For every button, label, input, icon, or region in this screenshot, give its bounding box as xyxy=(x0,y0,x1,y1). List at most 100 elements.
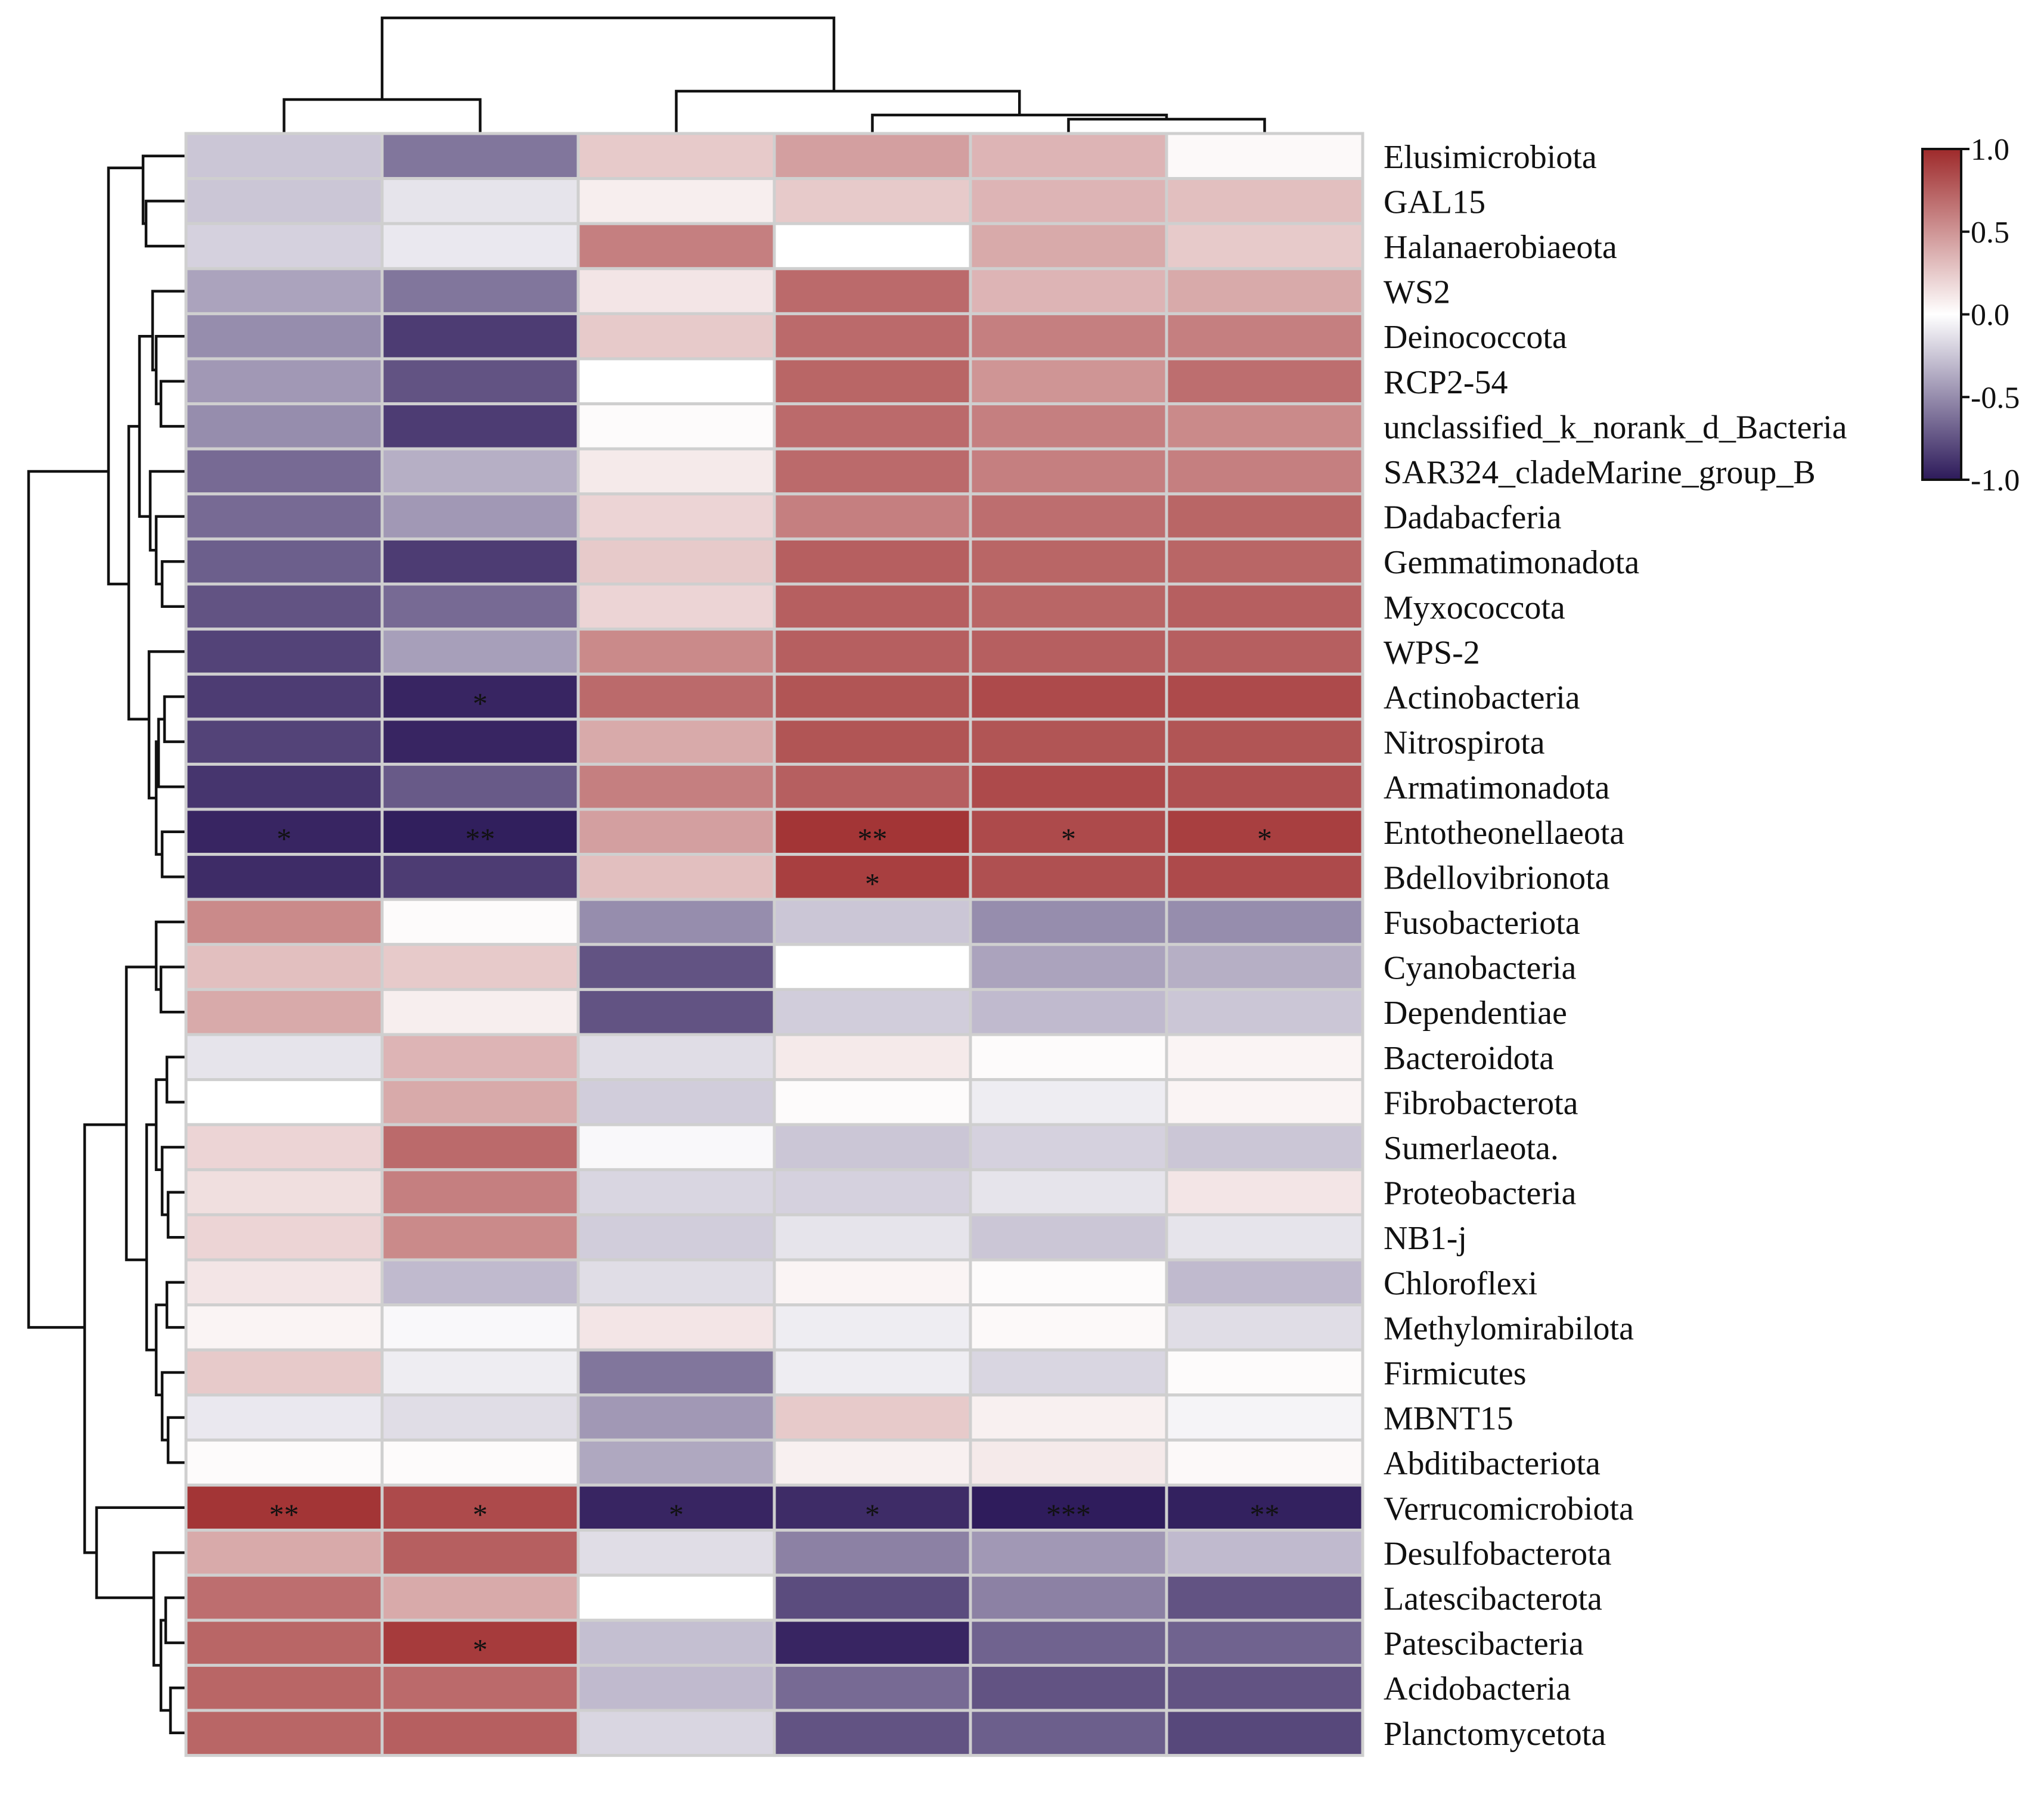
row-labels: Elusimicrobiota GAL15 Halanaerobiaeota WS2 D… xyxy=(1384,139,1847,1753)
heatmap-cell xyxy=(969,537,1168,586)
heatmap-cell xyxy=(969,1393,1168,1442)
heatmap-cell xyxy=(184,898,384,946)
heatmap-cell xyxy=(184,1619,384,1667)
heatmap-cell xyxy=(773,943,972,991)
heatmap-cell xyxy=(184,808,384,856)
heatmap-cell xyxy=(773,808,972,856)
heatmap-cell xyxy=(969,1619,1168,1667)
heatmap-cell xyxy=(380,1663,580,1712)
row-label: Firmicutes xyxy=(1384,1355,1527,1392)
heatmap-cell xyxy=(1165,943,1364,991)
row-dendrogram-link xyxy=(169,1686,186,1735)
heatmap-cell xyxy=(184,718,384,766)
heatmap-cell xyxy=(1165,1529,1364,1577)
heatmap-cell xyxy=(1165,357,1364,406)
heatmap-cell xyxy=(576,177,776,225)
heatmap-cell xyxy=(184,672,384,721)
heatmap-cell xyxy=(184,1123,384,1172)
significance-marker: * xyxy=(473,1498,488,1531)
heatmap-cell xyxy=(184,1258,384,1307)
heatmap-cell xyxy=(773,1168,972,1216)
row-dendrogram-link xyxy=(151,290,186,372)
row-dendrogram-link xyxy=(165,1281,186,1329)
heatmap-cell xyxy=(969,808,1168,856)
heatmap-cell xyxy=(576,1303,776,1352)
heatmap-cell xyxy=(380,1303,580,1352)
heatmap-cell xyxy=(969,1078,1168,1126)
heatmap-cell xyxy=(184,402,384,451)
row-label: Desulfobacterota xyxy=(1384,1535,1612,1572)
heatmap-cell xyxy=(773,762,972,811)
row-label: Methylomirabilota xyxy=(1384,1310,1634,1347)
heatmap-cell xyxy=(1165,582,1364,631)
heatmap-cell xyxy=(576,718,776,766)
significance-marker: ** xyxy=(1250,1498,1280,1531)
heatmap-cell xyxy=(380,987,580,1036)
heatmap-cell xyxy=(969,357,1168,406)
heatmap-cell xyxy=(773,1573,972,1622)
row-label: SAR324_cladeMarine_group_B xyxy=(1384,454,1816,491)
heatmap-cell xyxy=(184,853,384,901)
heatmap-cell xyxy=(1165,1393,1364,1442)
heatmap-cell xyxy=(1165,1168,1364,1216)
heatmap-cell xyxy=(773,402,972,451)
heatmap-cell xyxy=(576,492,776,541)
row-label: WS2 xyxy=(1384,274,1450,311)
heatmap-cell xyxy=(380,447,580,496)
heatmap-cell xyxy=(184,357,384,406)
row-dendrogram-link xyxy=(159,380,186,428)
heatmap-cell xyxy=(773,447,972,496)
heatmap-cell xyxy=(380,1393,580,1442)
colorbar-tick-label: 0.5 xyxy=(1971,216,2009,250)
heatmap-cell xyxy=(184,987,384,1036)
column-dendrogram xyxy=(283,16,1266,133)
heatmap-cell xyxy=(380,762,580,811)
heatmap-cell xyxy=(1165,1573,1364,1622)
heatmap-cell xyxy=(380,628,580,676)
row-label: unclassified_k_norank_d_Bacteria xyxy=(1384,409,1847,446)
heatmap-cell xyxy=(184,222,384,271)
heatmap-cell xyxy=(773,1348,972,1397)
heatmap-cell xyxy=(969,1529,1168,1577)
heatmap-cell xyxy=(1165,402,1364,451)
heatmap-cell xyxy=(380,1348,580,1397)
heatmap-cell xyxy=(1165,1213,1364,1262)
heatmap-cell xyxy=(184,267,384,315)
heatmap-cell xyxy=(184,492,384,541)
row-label: Dependentiae xyxy=(1384,995,1567,1032)
heatmap-cell xyxy=(184,1033,384,1082)
heatmap-cell xyxy=(576,1438,776,1487)
row-label: Bacteroidota xyxy=(1384,1040,1554,1077)
heatmap-cell xyxy=(380,1168,580,1216)
row-dendrogram-link xyxy=(163,695,186,743)
heatmap-cell xyxy=(576,1709,776,1757)
heatmap-cell xyxy=(773,222,972,271)
row-label: Elusimicrobiota xyxy=(1384,139,1597,176)
heatmap-cell xyxy=(1165,1619,1364,1667)
heatmap-cell xyxy=(969,1709,1168,1757)
row-label: Fibrobacterota xyxy=(1384,1085,1578,1122)
heatmap-cell xyxy=(969,672,1168,721)
heatmap-cell xyxy=(773,1258,972,1307)
heatmap-cell xyxy=(969,1438,1168,1487)
heatmap-cell xyxy=(1165,222,1364,271)
heatmap-cell xyxy=(969,447,1168,496)
colorbar-legend: 1.0 0.5 0.0 -0.5 -1.0 xyxy=(1921,133,2020,498)
row-label: Deinococcota xyxy=(1384,319,1567,356)
heatmap-cell xyxy=(773,718,972,766)
row-label: Halanaerobiaeota xyxy=(1384,229,1617,266)
heatmap-cell xyxy=(184,1709,384,1757)
row-label: Armatimonadota xyxy=(1384,769,1610,806)
heatmap-cell xyxy=(1165,1078,1364,1126)
heatmap-cell xyxy=(576,357,776,406)
heatmap-cell xyxy=(773,132,972,181)
heatmap-cell xyxy=(1165,898,1364,946)
heatmap-cell xyxy=(773,853,972,901)
heatmap-cell xyxy=(969,853,1168,901)
heatmap-cell xyxy=(184,1529,384,1577)
heatmap-cell xyxy=(576,312,776,361)
heatmap-cell xyxy=(184,177,384,225)
heatmap-cell xyxy=(969,718,1168,766)
heatmap-cell xyxy=(184,447,384,496)
heatmap-cell xyxy=(773,1393,972,1442)
